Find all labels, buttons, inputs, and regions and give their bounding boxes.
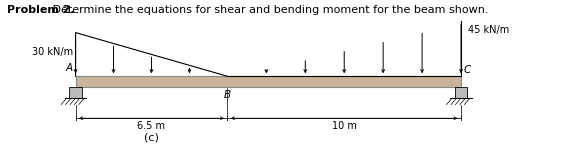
Text: C: C — [464, 65, 471, 75]
Bar — [455, 87, 467, 98]
Text: 6.5 m: 6.5 m — [138, 121, 166, 131]
Bar — [76, 76, 461, 87]
Text: A: A — [66, 63, 73, 73]
Text: 45 kN/m: 45 kN/m — [468, 25, 509, 35]
Text: B: B — [224, 90, 231, 100]
Text: Problem 2.: Problem 2. — [8, 5, 75, 15]
Text: 30 kN/m: 30 kN/m — [31, 47, 73, 57]
Bar — [69, 87, 82, 98]
Text: Determine the equations for shear and bending moment for the beam shown.: Determine the equations for shear and be… — [49, 5, 489, 15]
Text: (c): (c) — [144, 132, 159, 142]
Text: 10 m: 10 m — [332, 121, 357, 131]
